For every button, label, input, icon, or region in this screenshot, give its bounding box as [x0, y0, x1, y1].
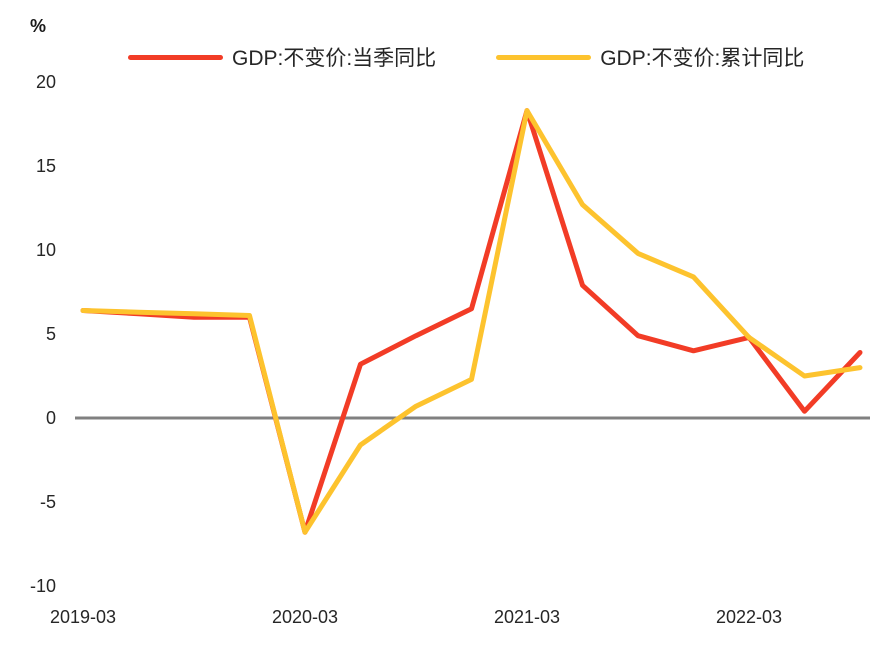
- legend-item-quarterly-yoy: GDP:不变价:当季同比: [128, 42, 436, 72]
- y-axis-tick-label: -10: [30, 576, 56, 596]
- y-axis-tick-label: 0: [46, 408, 56, 428]
- legend: GDP:不变价:当季同比 GDP:不变价:累计同比: [128, 42, 804, 72]
- y-axis-tick-label: 15: [36, 156, 56, 176]
- y-axis-unit-label: %: [30, 16, 47, 36]
- y-axis-tick-label: -5: [40, 492, 56, 512]
- x-axis-tick-label: 2019-03: [50, 607, 116, 627]
- series-line-cumulative-yoy: [80, 108, 863, 535]
- x-axis-tick-label: 2022-03: [716, 607, 782, 627]
- legend-swatch-cumulative-line: [496, 54, 592, 60]
- x-axis-tick-label: 2021-03: [494, 607, 560, 627]
- legend-label-quarterly-yoy: GDP:不变价:当季同比: [232, 47, 437, 70]
- legend-item-cumulative-yoy: GDP:不变价:累计同比: [496, 42, 804, 72]
- legend-swatch-quarterly-line: [128, 54, 223, 60]
- y-axis-tick-label: 10: [36, 240, 56, 260]
- y-axis-tick-label: 20: [36, 72, 56, 92]
- legend-label-cumulative-yoy: GDP:不变价:累计同比: [600, 47, 805, 70]
- series-line-quarterly-yoy: [80, 108, 863, 535]
- y-axis-tick-label: 5: [46, 324, 56, 344]
- x-axis-tick-label: 2020-03: [272, 607, 338, 627]
